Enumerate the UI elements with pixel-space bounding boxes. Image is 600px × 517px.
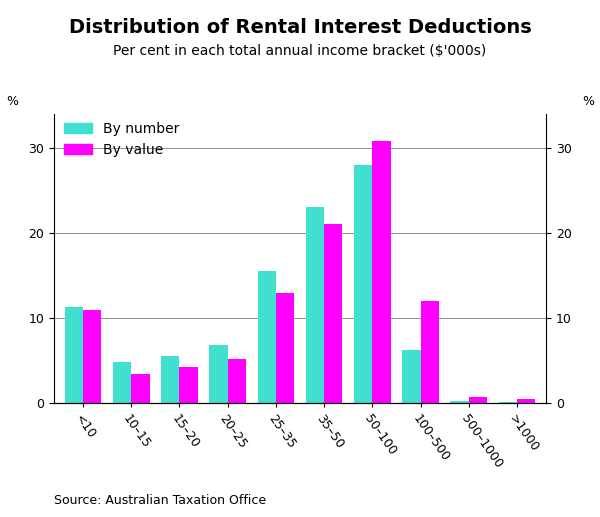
Bar xyxy=(131,374,149,403)
Bar xyxy=(83,310,101,403)
Bar xyxy=(451,401,469,403)
Bar xyxy=(354,165,373,403)
Bar xyxy=(179,367,198,403)
Bar xyxy=(517,399,535,403)
Bar xyxy=(421,301,439,403)
Bar xyxy=(161,356,179,403)
Text: %: % xyxy=(6,95,18,108)
Bar xyxy=(209,345,227,403)
Text: Source: Australian Taxation Office: Source: Australian Taxation Office xyxy=(54,494,266,507)
Bar xyxy=(257,271,276,403)
Bar xyxy=(276,293,294,403)
Legend: By number, By value: By number, By value xyxy=(59,117,185,163)
Bar xyxy=(227,359,246,403)
Bar xyxy=(469,397,487,403)
Bar xyxy=(373,141,391,403)
Bar xyxy=(306,207,324,403)
Bar xyxy=(324,224,343,403)
Text: Per cent in each total annual income bracket ($'000s): Per cent in each total annual income bra… xyxy=(113,44,487,58)
Bar xyxy=(402,349,421,403)
Text: Distribution of Rental Interest Deductions: Distribution of Rental Interest Deductio… xyxy=(68,18,532,37)
Text: %: % xyxy=(582,95,594,108)
Bar xyxy=(113,362,131,403)
Bar xyxy=(65,307,83,403)
Bar xyxy=(499,402,517,403)
